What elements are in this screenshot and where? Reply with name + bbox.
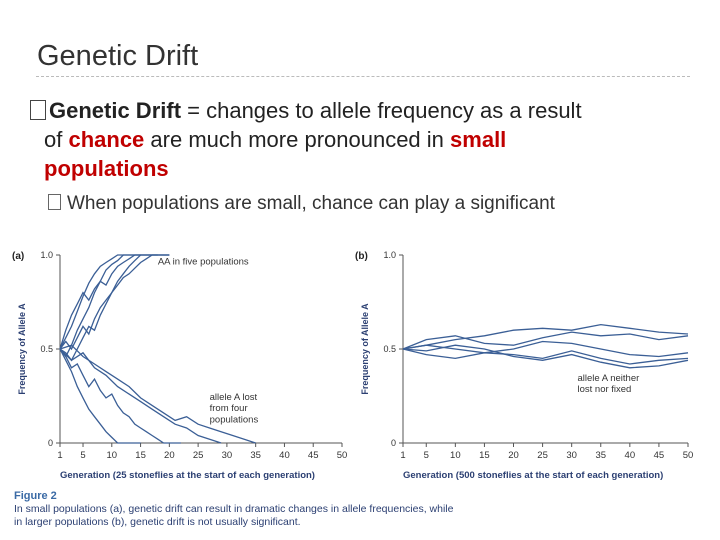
bullet-text-3: are much more pronounced in [144,127,451,152]
bullet-populations: populations [44,156,169,181]
figure-caption: Figure 2 In small populations (a), genet… [14,490,453,529]
bullet-text-2: of [44,127,69,152]
panel-b-x-tick-label: 10 [450,450,461,461]
panel-a-x-tick-label: 45 [308,450,319,461]
bullet-chance: chance [68,127,145,152]
panel-b-x-tick-label: 5 [424,450,429,461]
panel-b-x-tick-label: 1 [400,450,405,461]
panel-a-x-tick-label: 35 [250,450,261,461]
panel-a-label: (a) [12,251,24,262]
panel-b-series-line-5 [402,344,689,369]
panel-b-x-tick-label: 40 [625,450,636,461]
panel-a-x-tick-label: 25 [193,450,204,461]
panel-b-x-tick-label: 30 [566,450,577,461]
drift-figure: (a)00.51.01 5 10 15 20 25 30 35 40 45 50Frequency … [12,250,694,481]
panel-b-x-tick-label: 20 [508,450,519,461]
panel-a-annotation: AA in five populations [158,256,249,267]
panel-b-y-tick-label: 0 [391,438,396,448]
panel-a-x-label: Generation (25 stoneflies at the start o… [60,470,315,481]
bullet-term: Genetic Drift [49,98,182,123]
panel-a-x-tick-label: 15 [135,450,146,461]
panel-b-label: (b) [355,251,368,262]
main-bullet: Genetic Drift = changes to allele freque… [30,96,700,183]
title-divider [36,76,690,77]
panel-a-series-line-7 [59,348,181,444]
sub-bullet: When populations are small, chance can p… [48,193,555,215]
panel-a-annotation: populations [210,414,259,425]
bullet-small: small [450,127,507,152]
panel-a-x-tick-label: 5 [80,450,85,461]
panel-a-x-tick-label: 30 [222,450,233,461]
panel-b-series-line-4 [402,348,689,365]
panel-a-annotation: allele A lost [210,392,258,403]
panel-a-x-tick-label: 20 [164,450,175,461]
panel-b-y-tick-label: 1.0 [383,250,396,260]
panel-a-series-line-8 [59,348,222,444]
panel-b-y-label: Frequency of Allele A [360,303,370,395]
bullet-marker-icon [30,100,46,120]
caption-line-1: In small populations (a), genetic drift … [14,503,454,515]
panel-b-x-tick-label: 15 [479,450,490,461]
panel-b-annotation: allele A neither [577,373,639,384]
panel-a-y-tick-label: 1.0 [40,250,53,260]
panel-a-series-line-5 [59,254,170,362]
panel-b-x-tick-label: 25 [537,450,548,461]
panel-a-series-line-1 [59,254,141,350]
caption-line-2: in larger populations (b), genetic drift… [14,516,301,528]
panel-b-annotation: lost nor fixed [577,384,631,395]
panel-a-series-line-2 [59,254,158,358]
panel-b-series-line-1 [402,323,689,350]
panel-a-x-tick-label: 40 [279,450,290,461]
panel-a-y-tick-label: 0.5 [40,344,53,354]
panel-a-y-label: Frequency of Allele A [17,303,27,395]
panel-a-series-line-9 [59,344,256,444]
panel-a-x-tick-label: 1 [57,450,62,461]
panel-a-series-line-6 [59,348,141,444]
panel-a-y-tick-label: 0 [48,438,53,448]
sub-bullet-marker-icon [48,194,61,210]
panel-b-x-tick-label: 35 [595,450,606,461]
panel-b-x-tick-label: 50 [683,450,694,461]
panel-b-x-tick-label: 45 [654,450,665,461]
panel-a-annotation: from four [210,403,248,414]
panel-b-series-line-2 [402,331,689,350]
sub-bullet-text: When populations are small, chance can p… [67,193,555,214]
panel-b-x-label: Generation (500 stoneflies at the start … [403,470,663,481]
panel-b-series-line-3 [402,340,689,358]
panel-b-y-tick-label: 0.5 [383,344,396,354]
panel-a-x-tick-label: 50 [337,450,348,461]
slide-title: Genetic Drift [37,40,199,72]
caption-label: Figure 2 [14,490,57,502]
panel-a-x-tick-label: 10 [107,450,118,461]
bullet-text-1: = changes to allele frequency as a resul… [181,98,582,123]
